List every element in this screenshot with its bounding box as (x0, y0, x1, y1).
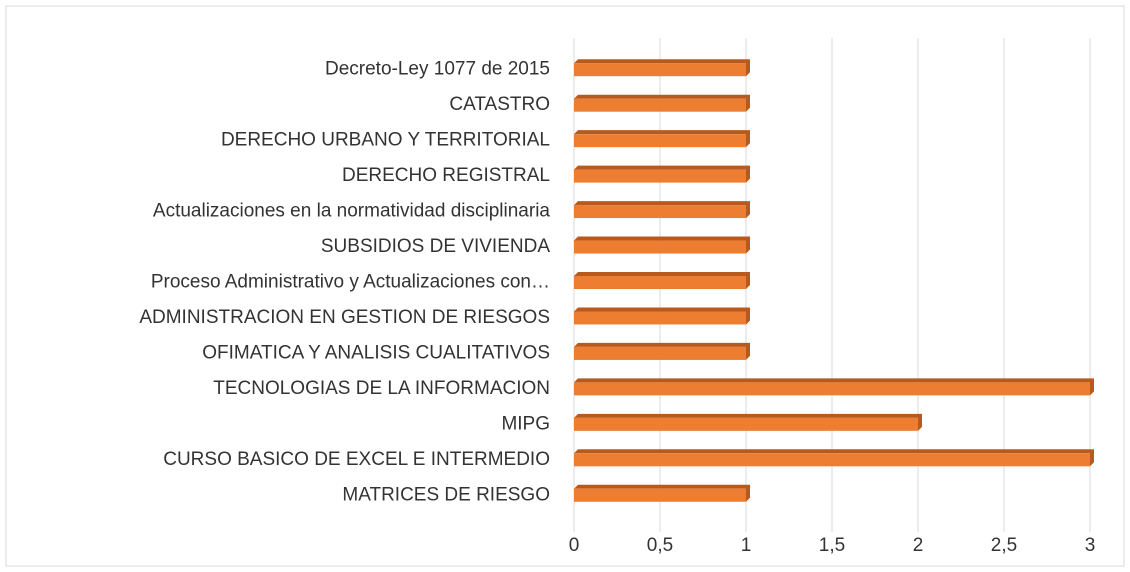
y-tick-label: CURSO BASICO DE EXCEL E INTERMEDIO (163, 449, 550, 470)
bar-depth (574, 59, 750, 77)
bar-depth (574, 165, 750, 183)
y-tick-label: MIPG (501, 413, 550, 434)
bar (574, 205, 746, 219)
y-tick-label: DERECHO REGISTRAL (342, 165, 550, 186)
bar-depth (574, 449, 1094, 467)
bar (574, 98, 746, 112)
y-tick-label: Proceso Administrativo y Actualizaciones… (151, 272, 550, 293)
y-tick-label: Actualizaciones en la normatividad disci… (153, 201, 551, 222)
bar-depth (574, 342, 750, 360)
x-tick-label: 2 (913, 535, 924, 556)
bar (574, 276, 746, 289)
bar-depth (574, 272, 750, 289)
bar (574, 240, 746, 254)
bar-depth (574, 378, 1094, 396)
y-tick-label: DERECHO URBANO Y TERRITORIAL (221, 130, 550, 151)
y-tick-label: ADMINISTRACION EN GESTION DE RIESGOS (139, 307, 550, 328)
bar (574, 63, 746, 77)
x-tick-label: 1,5 (819, 535, 845, 556)
bar-depth (574, 94, 750, 112)
chart-frame (5, 5, 1125, 567)
bar (574, 382, 1090, 396)
bar-depth (574, 484, 750, 502)
x-tick-label: 3 (1085, 535, 1096, 556)
x-tick-label: 0,5 (647, 535, 673, 556)
bar (574, 169, 746, 183)
x-tick-label: 0 (569, 535, 580, 556)
bar (574, 311, 746, 325)
y-tick-label: SUBSIDIOS DE VIVIENDA (321, 236, 550, 257)
y-tick-label: MATRICES DE RIESGO (342, 484, 550, 505)
bar-depth (574, 413, 922, 431)
x-tick-label: 1 (741, 535, 752, 556)
bar-depth (574, 307, 750, 325)
y-tick-label: OFIMATICA Y ANALISIS CUALITATIVOS (202, 342, 550, 363)
bar-depth (574, 201, 750, 219)
bar (574, 134, 746, 148)
bar (574, 488, 746, 502)
bar (574, 417, 918, 431)
y-tick-label: Decreto-Ley 1077 de 2015 (325, 59, 550, 80)
bar (574, 346, 746, 360)
y-tick-label: CATASTRO (449, 94, 550, 115)
bar (574, 453, 1090, 467)
bar-depth (574, 236, 750, 254)
y-tick-label: TECNOLOGIAS DE LA INFORMACION (213, 378, 550, 399)
bar-depth (574, 130, 750, 148)
x-tick-label: 2,5 (991, 535, 1017, 556)
